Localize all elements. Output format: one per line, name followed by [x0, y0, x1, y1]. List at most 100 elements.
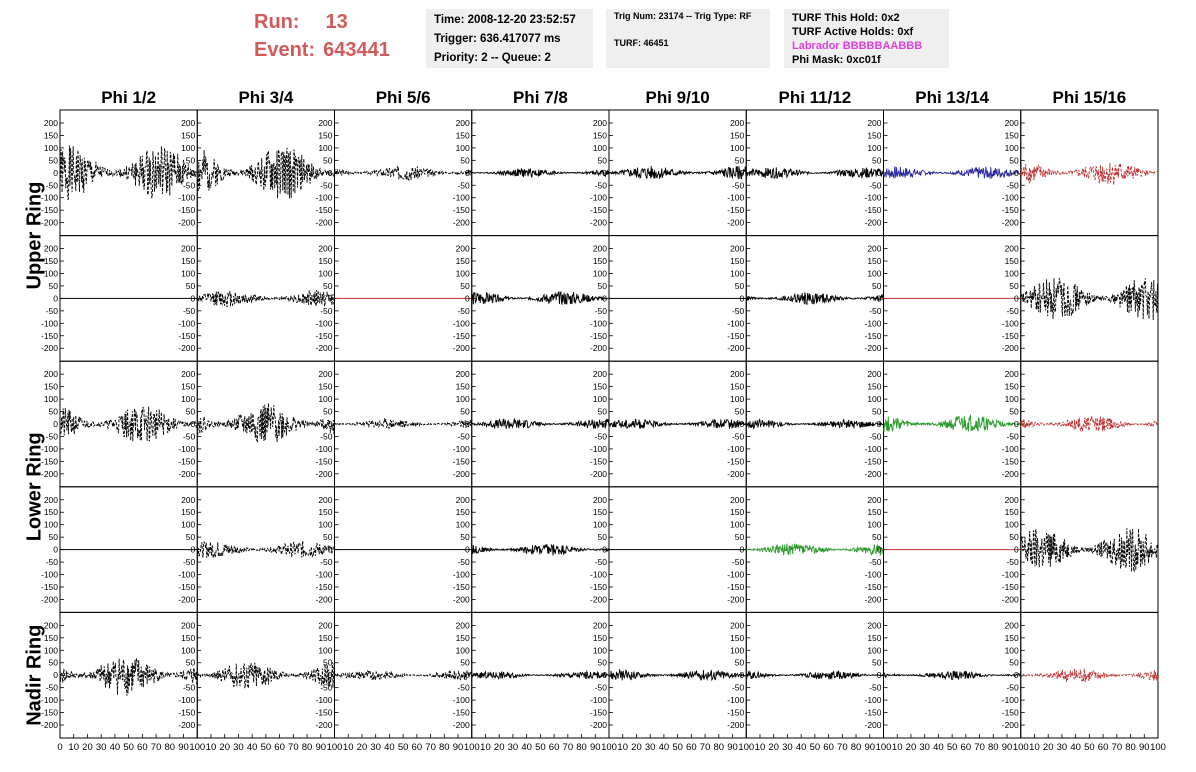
y-tick-label: 100: [456, 520, 470, 530]
y-tick-label: -200: [178, 720, 195, 730]
y-tick-label: 100: [1005, 645, 1019, 655]
y-tick-label: -100: [178, 695, 195, 705]
y-tick-label: -150: [315, 582, 332, 592]
y-tick-label: -50: [46, 306, 59, 316]
y-tick-label: -150: [315, 331, 332, 341]
x-tick-label: 70: [563, 742, 574, 753]
column-title: Phi 13/14: [915, 88, 989, 107]
y-tick-label: 50: [49, 658, 59, 668]
y-tick-label: 100: [181, 645, 195, 655]
waveform-trace: [334, 417, 473, 429]
x-tick-label: 60: [961, 742, 972, 753]
y-tick-label: -150: [178, 456, 195, 466]
y-tick-label: 0: [1014, 545, 1019, 555]
y-tick-label: 150: [1005, 507, 1019, 517]
y-tick-label: 0: [465, 545, 470, 555]
y-tick-label: 0: [328, 670, 333, 680]
x-tick-label: 40: [659, 742, 670, 753]
waveform-trace: [608, 668, 747, 682]
y-tick-label: 100: [181, 268, 195, 278]
y-tick-label: 150: [1005, 130, 1019, 140]
y-tick-label: -50: [320, 683, 333, 693]
waveform-trace: [196, 147, 335, 199]
y-tick-label: -200: [315, 343, 332, 353]
y-tick-label: -50: [732, 431, 745, 441]
y-tick-label: 50: [1009, 658, 1019, 668]
x-tick-label: 0: [57, 742, 62, 753]
y-tick-label: 100: [730, 394, 744, 404]
y-tick-label: -150: [727, 205, 744, 215]
waveform-trace: [745, 543, 884, 556]
y-tick-label: -50: [869, 306, 882, 316]
y-tick-label: 50: [872, 532, 882, 542]
waveform-trace: [745, 167, 884, 179]
x-tick-label: 70: [700, 742, 711, 753]
y-tick-label: 0: [191, 670, 196, 680]
y-tick-label: 50: [323, 658, 333, 668]
y-tick-label: 100: [181, 520, 195, 530]
y-tick-label: -50: [183, 683, 196, 693]
x-tick-label: 100: [601, 742, 617, 753]
y-tick-label: -150: [453, 456, 470, 466]
waveform-trace: [334, 166, 473, 182]
y-tick-label: 150: [867, 507, 881, 517]
y-tick-label: 200: [593, 495, 607, 505]
y-tick-label: -50: [320, 180, 333, 190]
y-tick-label: -100: [41, 570, 58, 580]
y-tick-label: -150: [1002, 205, 1019, 215]
column-title: Phi 7/8: [513, 88, 568, 107]
waveform-trace: [745, 291, 884, 305]
y-tick-label: 150: [730, 256, 744, 266]
y-tick-label: -200: [178, 469, 195, 479]
y-tick-label: 100: [1005, 268, 1019, 278]
x-tick-label: 60: [549, 742, 560, 753]
y-tick-label: -200: [727, 469, 744, 479]
x-tick-label: 90: [1139, 742, 1150, 753]
y-tick-label: -50: [1006, 557, 1019, 567]
y-tick-label: -100: [590, 570, 607, 580]
y-tick-label: -100: [315, 695, 332, 705]
y-tick-label: -150: [1002, 331, 1019, 341]
trig-info-box: Trig Num: 23174 -- Trig Type: RF TURF: 4…: [606, 9, 770, 68]
x-tick-label: 70: [974, 742, 985, 753]
y-tick-label: -200: [864, 218, 881, 228]
y-tick-label: 200: [1005, 118, 1019, 128]
y-tick-label: 0: [53, 545, 58, 555]
y-tick-label: 150: [456, 382, 470, 392]
x-tick-label: 20: [906, 742, 917, 753]
y-tick-label: -100: [453, 570, 470, 580]
y-tick-label: -150: [590, 582, 607, 592]
y-tick-label: -50: [1006, 431, 1019, 441]
y-tick-label: 100: [867, 394, 881, 404]
y-tick-label: 200: [44, 369, 58, 379]
y-tick-label: -50: [595, 557, 608, 567]
x-tick-label: 50: [123, 742, 134, 753]
waveform-trace: [608, 418, 747, 430]
x-tick-label: 30: [233, 742, 244, 753]
y-tick-label: 50: [598, 658, 608, 668]
y-tick-label: 100: [730, 520, 744, 530]
waveform-trace: [883, 670, 1022, 681]
y-tick-label: 200: [730, 369, 744, 379]
y-tick-label: -50: [457, 180, 470, 190]
y-tick-label: 0: [191, 293, 196, 303]
x-tick-label: 80: [302, 742, 313, 753]
y-tick-label: 200: [181, 369, 195, 379]
x-tick-label: 90: [453, 742, 464, 753]
waveform-trace: [1020, 528, 1159, 573]
event-label: Event:: [254, 39, 316, 61]
y-tick-label: -200: [590, 720, 607, 730]
y-tick-label: 200: [456, 118, 470, 128]
y-tick-label: 200: [593, 369, 607, 379]
x-tick-label: 20: [494, 742, 505, 753]
column-title: Phi 1/2: [101, 88, 156, 107]
y-tick-label: -200: [315, 720, 332, 730]
y-tick-label: 50: [735, 532, 745, 542]
waveform-trace: [471, 291, 610, 305]
y-tick-label: -200: [864, 469, 881, 479]
y-tick-label: 0: [53, 168, 58, 178]
y-tick-label: 150: [730, 382, 744, 392]
y-tick-label: 100: [318, 143, 332, 153]
y-tick-label: 150: [456, 130, 470, 140]
y-tick-label: 150: [318, 633, 332, 643]
